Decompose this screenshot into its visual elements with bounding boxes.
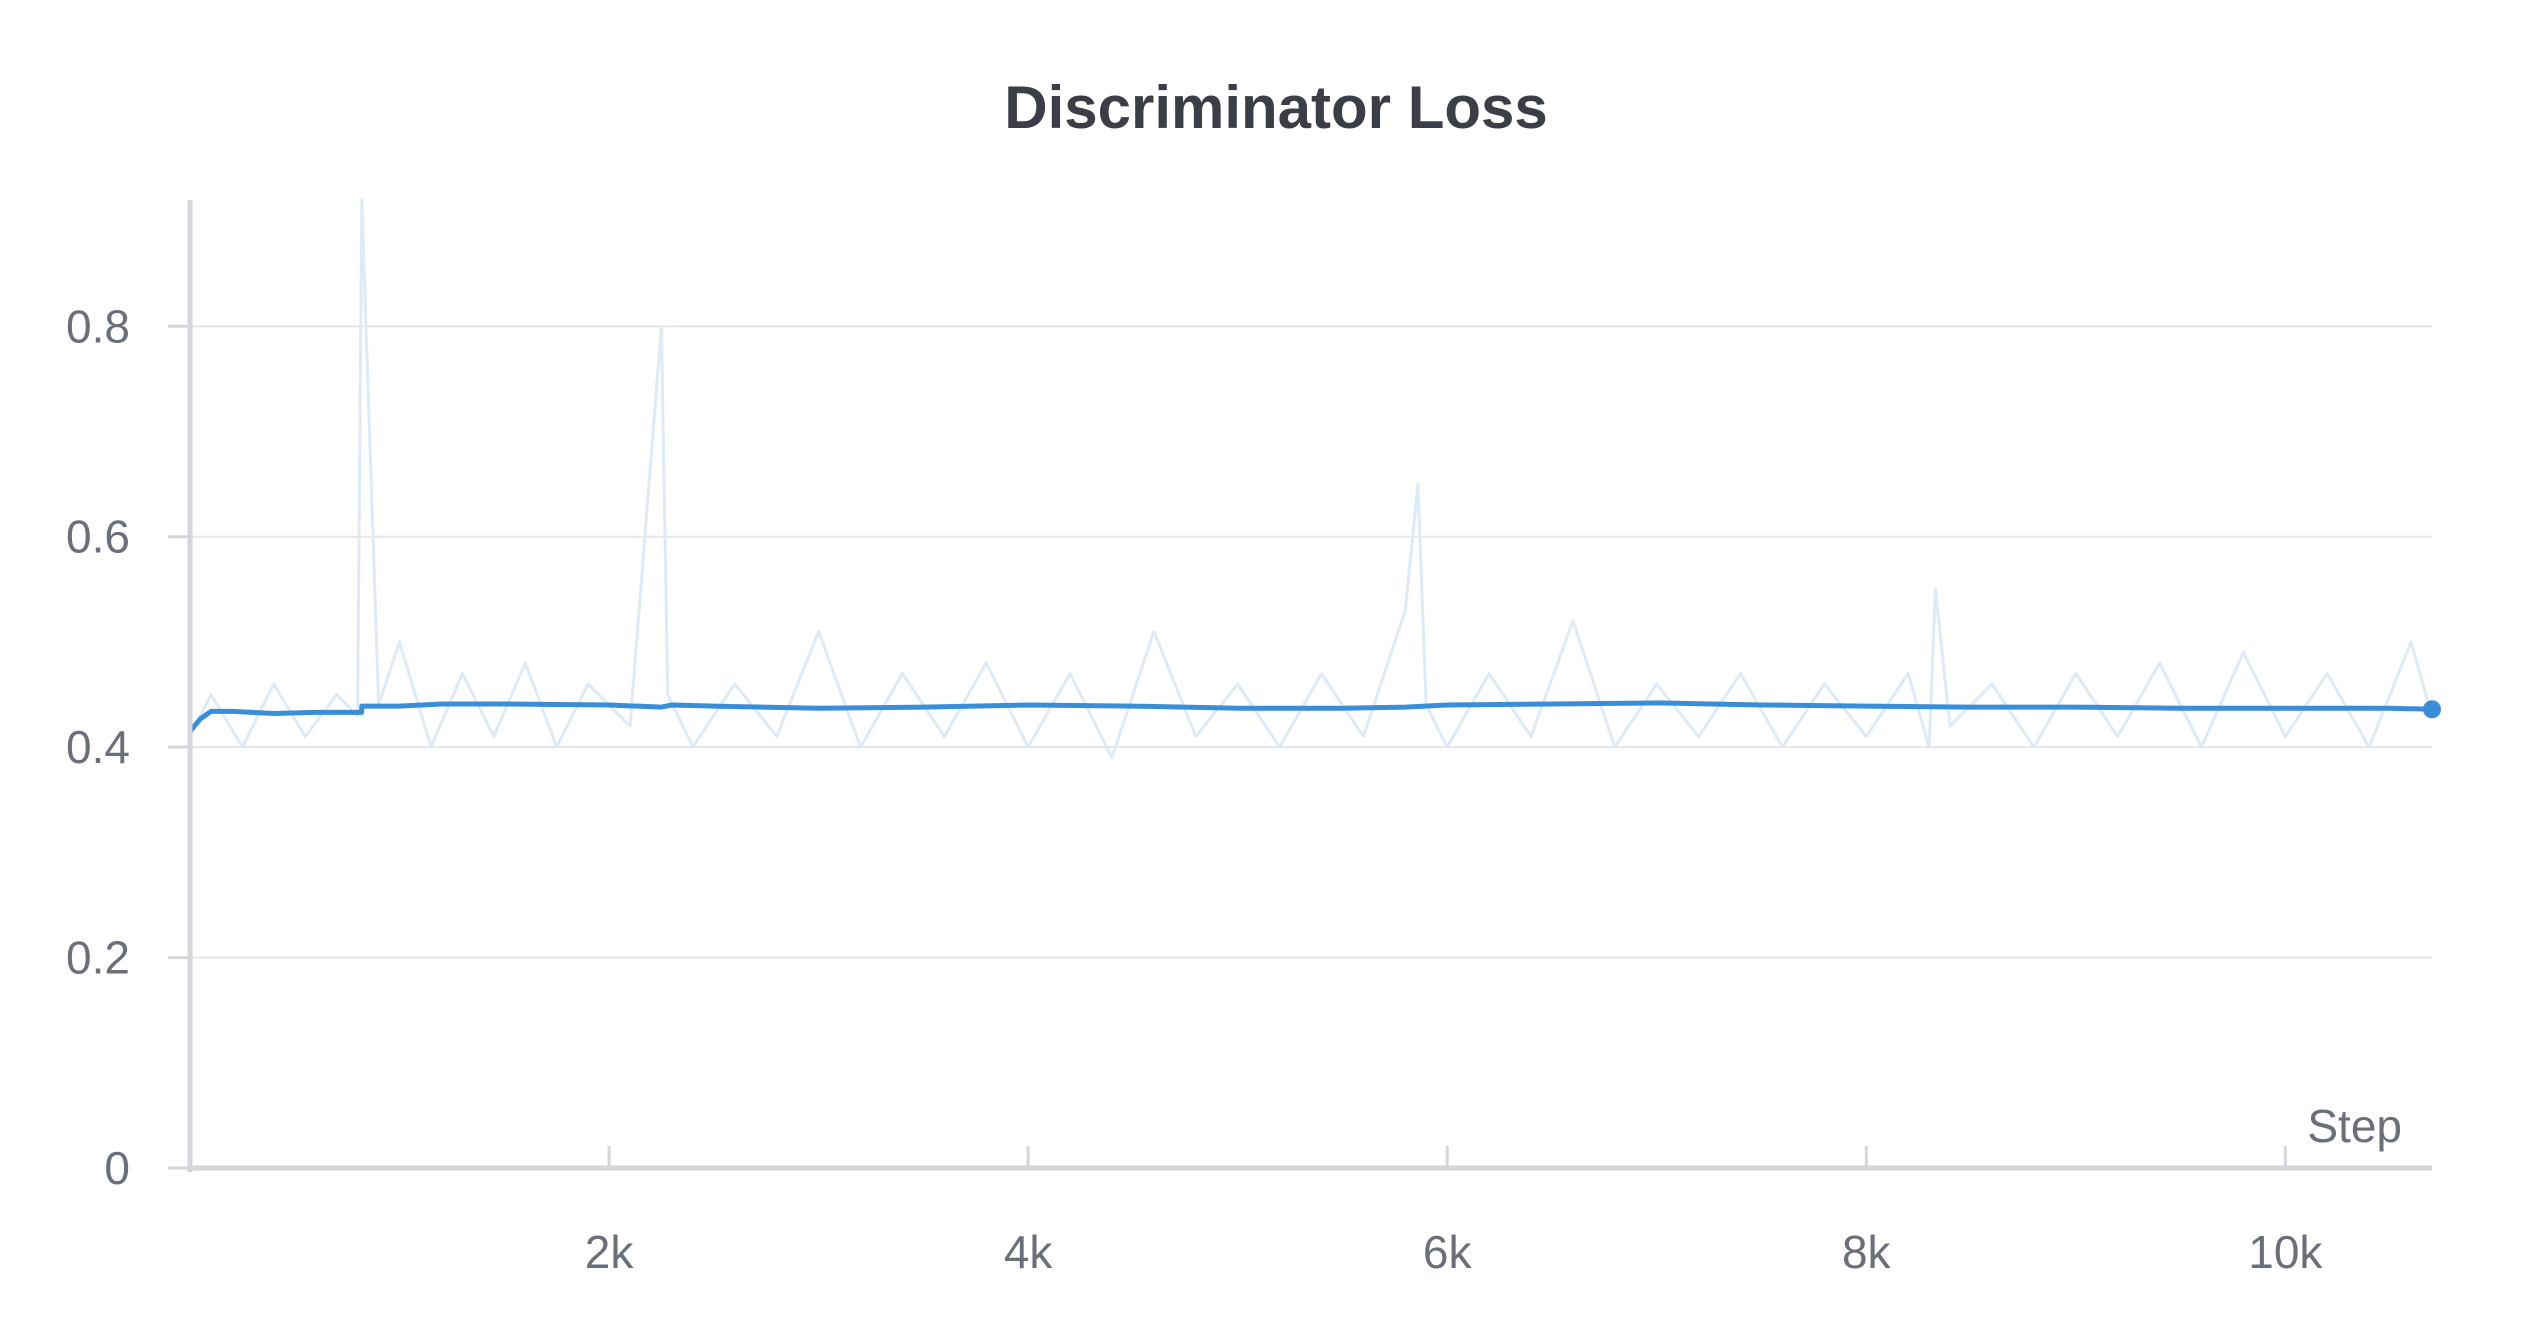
x-tick-label-2: 6k [1423,1226,1473,1278]
y-tick-label-2: 0.4 [66,721,130,773]
y-tick-label-4: 0.8 [66,300,130,352]
series-end-point [2423,700,2441,719]
x-tick-label-4: 10k [2248,1226,2323,1278]
y-tick-label-3: 0.6 [66,511,130,563]
grid-layer [190,325,2432,959]
x-tick-label-1: 4k [1004,1226,1054,1278]
smoothed-series-layer [187,700,2441,734]
raw-series-layer [188,198,2434,760]
y-tick-label-1: 0.2 [66,932,130,984]
x-tick-label-0: 2k [585,1226,635,1278]
chart-title: Discriminator Loss [1004,74,1548,141]
x-axis-title: Step [2307,1100,2402,1152]
y-tick-label-0: 0 [104,1142,130,1194]
raw-series-line [188,198,2434,760]
smoothed-series-line [187,700,2435,734]
axes-layer: 0 0.2 0.4 0.6 0.8 2k 4k 6k 8k 10k [66,200,2432,1278]
x-tick-label-3: 8k [1842,1226,1892,1278]
